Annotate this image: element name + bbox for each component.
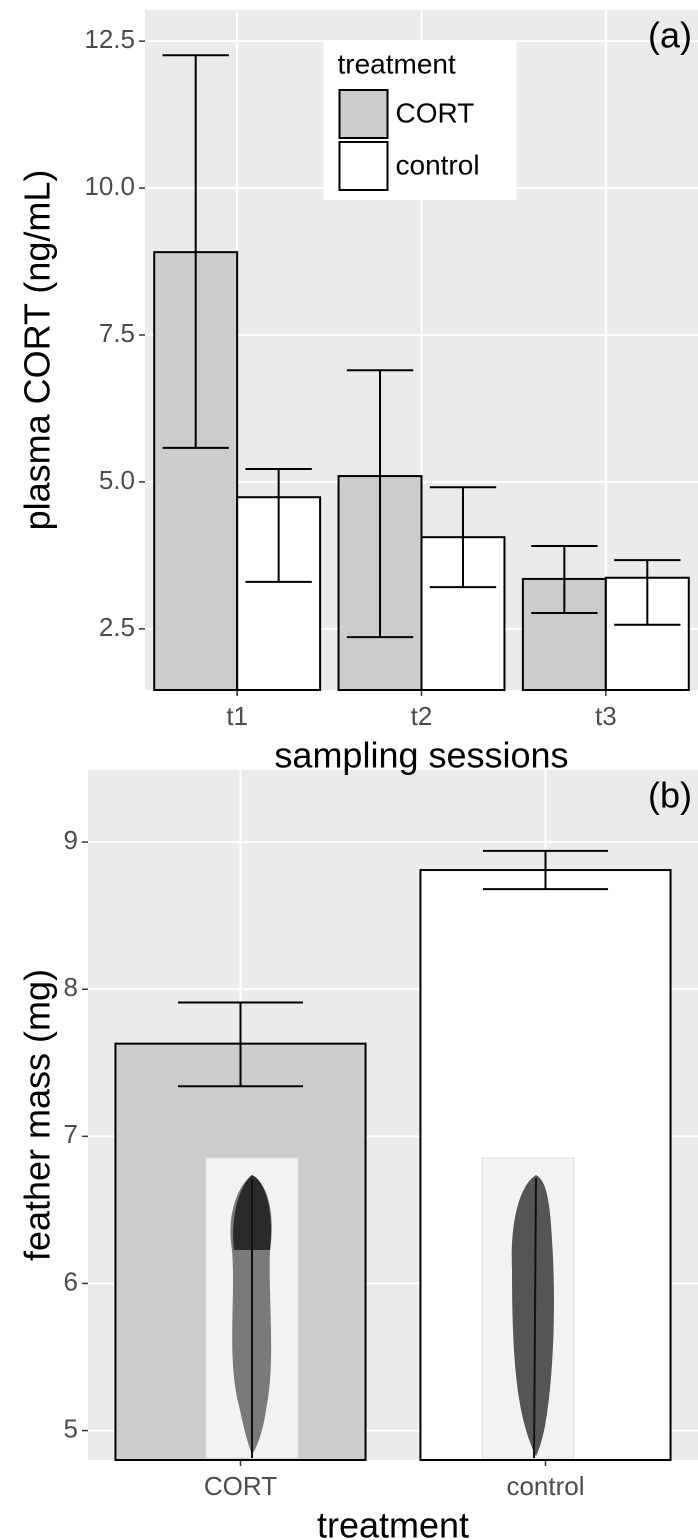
panel-label: (a) (648, 15, 692, 56)
y-tick-label: 10.0 (84, 171, 135, 201)
y-axis-title: feather mass (mg) (17, 969, 58, 1261)
x-tick-label: control (506, 1471, 584, 1501)
y-tick-label: 5.0 (99, 465, 135, 495)
y-tick-label: 7.5 (99, 318, 135, 348)
feather-photo (481, 1157, 575, 1459)
y-tick-label: 2.5 (99, 612, 135, 642)
feather-photos (205, 1157, 575, 1459)
y-tick-label: 6 (64, 1266, 78, 1296)
legend-label: CORT (396, 97, 475, 128)
x-axis-title: sampling sessions (274, 735, 568, 776)
legend-title: treatment (338, 48, 456, 79)
y-tick-label: 8 (64, 972, 78, 1002)
x-axis-title: treatment (317, 1505, 469, 1540)
legend-key (338, 141, 389, 191)
panel-label: (b) (648, 775, 692, 816)
y-tick-label: 9 (64, 825, 78, 855)
feather-photo (205, 1157, 299, 1459)
y-tick-label: 12.5 (84, 24, 135, 54)
legend-key (338, 89, 389, 139)
x-tick-label: CORT (204, 1471, 277, 1501)
x-tick-label: t2 (411, 701, 433, 731)
y-axis-title: plasma CORT (ng/mL) (17, 170, 58, 531)
y-tick-label: 5 (64, 1413, 78, 1443)
x-tick-label: t1 (226, 701, 248, 731)
x-tick-label: t3 (595, 701, 617, 731)
legend-label: control (396, 149, 480, 180)
y-tick-label: 7 (64, 1119, 78, 1149)
